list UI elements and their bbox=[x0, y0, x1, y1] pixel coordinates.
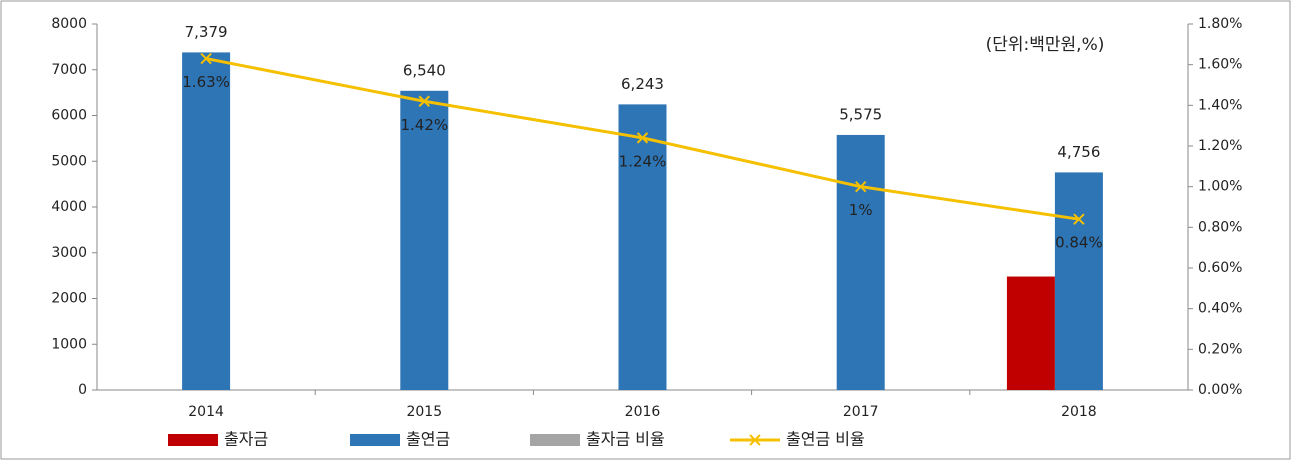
marker bbox=[418, 95, 431, 107]
bar bbox=[182, 52, 231, 390]
x-tick-label: 2015 bbox=[406, 404, 442, 420]
data-label: 0.84% bbox=[1055, 234, 1103, 252]
legend-label: 출연금 bbox=[406, 430, 450, 449]
legend-label: 출연금 비율 bbox=[786, 430, 865, 449]
marker bbox=[1073, 213, 1085, 225]
data-label: 4,756 bbox=[1057, 143, 1100, 161]
y-tick-label: 8000 bbox=[51, 16, 87, 32]
bar bbox=[400, 90, 449, 391]
data-label: 1.42% bbox=[400, 116, 448, 134]
marker bbox=[200, 52, 212, 65]
y2-tick-label: 1.60% bbox=[1198, 57, 1242, 73]
y2-tick-label: 0.20% bbox=[1198, 341, 1242, 357]
bar bbox=[1006, 276, 1055, 390]
data-label: 6,243 bbox=[621, 75, 664, 93]
unit-note: (단위:백만원,%) bbox=[986, 35, 1105, 55]
y-tick-label: 4000 bbox=[51, 199, 87, 215]
y-tick-label: 1000 bbox=[51, 336, 87, 352]
data-label: 5,575 bbox=[839, 105, 882, 123]
bar bbox=[618, 104, 667, 390]
marker bbox=[854, 180, 867, 193]
y2-tick-label: 0.80% bbox=[1198, 219, 1242, 235]
legend-label: 출자금 bbox=[224, 430, 268, 449]
y-tick-label: 6000 bbox=[51, 108, 87, 124]
y-tick-label: 2000 bbox=[51, 291, 87, 307]
legend-swatch bbox=[530, 434, 580, 446]
data-label: 1% bbox=[849, 201, 873, 219]
legend-swatch bbox=[168, 434, 218, 446]
marker bbox=[636, 132, 649, 144]
data-label: 7,379 bbox=[185, 23, 228, 41]
y2-tick-label: 1.00% bbox=[1198, 179, 1242, 195]
bar bbox=[836, 134, 885, 390]
x-tick-label: 2016 bbox=[625, 404, 661, 420]
y-tick-label: 5000 bbox=[51, 153, 87, 169]
legend-swatch bbox=[749, 434, 761, 446]
y2-tick-label: 0.60% bbox=[1198, 260, 1242, 276]
y2-tick-label: 1.40% bbox=[1198, 97, 1242, 113]
y2-tick-label: 1.20% bbox=[1198, 138, 1242, 154]
y-tick-label: 7000 bbox=[51, 62, 87, 78]
data-label: 1.24% bbox=[619, 152, 667, 170]
x-tick-label: 2018 bbox=[1061, 404, 1097, 420]
data-label: 6,540 bbox=[403, 61, 446, 79]
y-tick-label: 0 bbox=[78, 382, 87, 398]
x-tick-label: 2017 bbox=[843, 404, 879, 420]
data-label: 1.63% bbox=[182, 73, 230, 91]
legend-label: 출자금 비율 bbox=[586, 430, 665, 449]
bar bbox=[1054, 172, 1103, 390]
y-tick-label: 3000 bbox=[51, 245, 87, 261]
legend-swatch bbox=[350, 434, 400, 446]
x-tick-label: 2014 bbox=[188, 404, 224, 420]
y2-tick-label: 0.00% bbox=[1198, 382, 1242, 398]
y2-tick-label: 0.40% bbox=[1198, 301, 1242, 317]
y2-tick-label: 1.80% bbox=[1198, 16, 1242, 32]
